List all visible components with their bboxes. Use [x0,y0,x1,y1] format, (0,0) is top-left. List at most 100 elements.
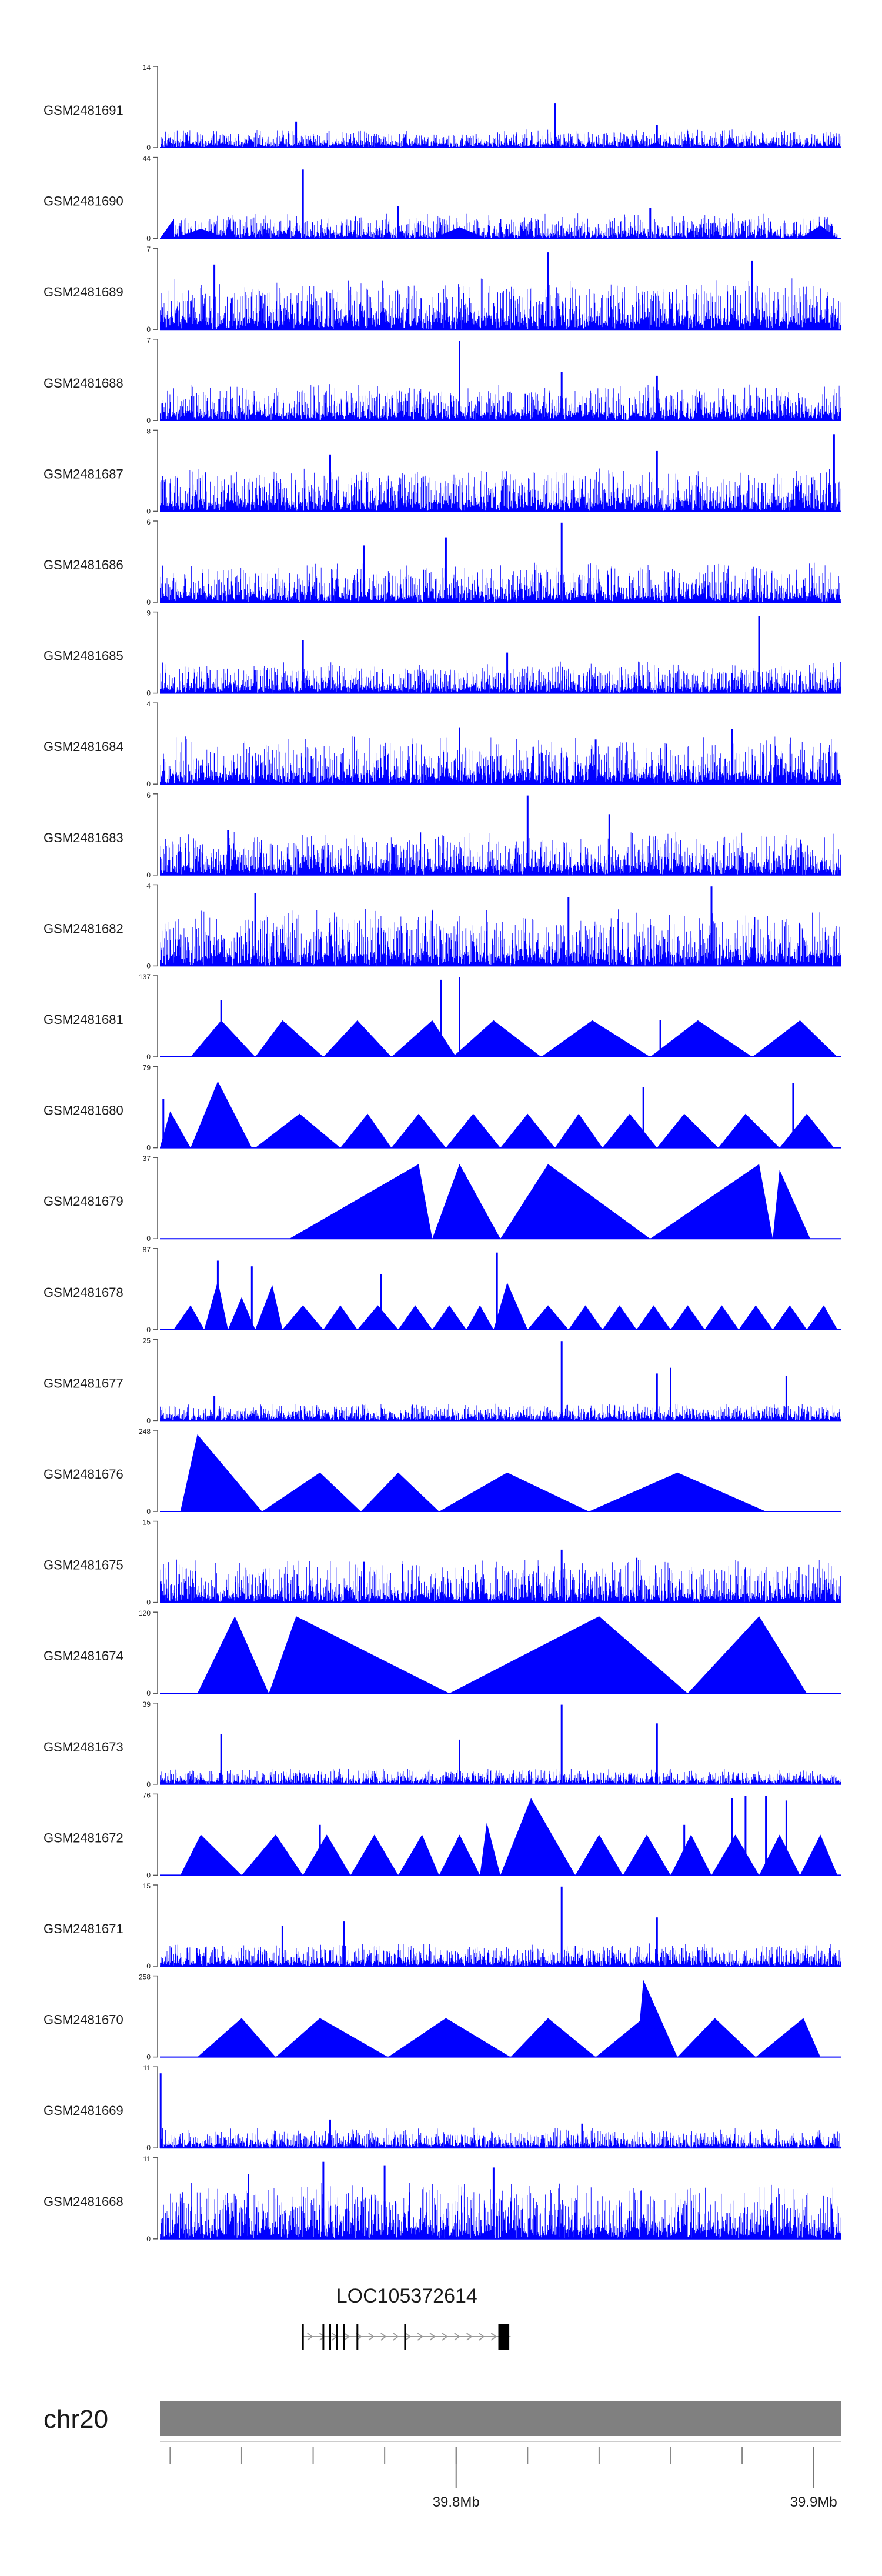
strand-arrow [343,2333,350,2341]
coverage-triangle-5 [439,1834,480,1876]
coverage-triangle-8 [575,1834,623,1876]
y-axis-min-label: 0 [146,1780,151,1788]
peak-5 [785,1800,787,1876]
coverage-triangle-1 [191,1081,252,1148]
track-GSM2481680: GSM2481680 79 0 [44,1064,841,1152]
y-axis-max-label: 39 [143,1700,151,1709]
coverage-triangle-3 [510,2018,596,2057]
peak-0 [547,252,549,330]
track-GSM2481678: GSM2481678 87 0 [44,1246,841,1334]
track-label: GSM2481677 [44,1376,123,1390]
peak-0 [758,616,760,693]
signal-profile [160,832,841,875]
y-axis-min-label: 0 [146,871,151,879]
coverage-triangle-3 [340,1113,392,1148]
peak-1 [560,372,563,421]
y-axis-min-label: 0 [146,1326,151,1334]
peak-0 [159,2073,162,2148]
track-GSM2481689: GSM2481689 7 0 [44,245,841,333]
coverage-triangle-1 [275,2018,388,2057]
track-GSM2481673: GSM2481673 39 0 [44,1700,841,1788]
coverage-triangle-7 [756,2018,821,2057]
strand-arrow [368,2333,375,2341]
peak-2 [363,1561,365,1603]
track-label: GSM2481691 [44,103,123,118]
coverage-triangle-6 [500,1113,555,1148]
peak-2 [506,652,509,693]
peak-0 [322,2161,325,2239]
track-label: GSM2481672 [44,1830,123,1845]
coverage-triangle-9 [466,1305,494,1330]
signal-profile [160,384,841,421]
y-axis-max-label: 4 [146,700,151,708]
coverage-triangle-14 [636,1305,671,1330]
peak-0 [459,727,460,785]
peak-4 [213,1396,216,1421]
peak-2 [459,977,460,1057]
y-axis-max-label: 9 [146,609,151,618]
strand-arrow [442,2333,448,2341]
coverage-triangle-9 [623,1834,671,1876]
coverage-triangle-0 [160,1111,191,1148]
peak-0 [642,1087,644,1148]
track-label: GSM2481678 [44,1285,123,1300]
peak-2 [594,739,597,785]
peak-1 [383,2165,386,2239]
peak-0 [319,1824,321,1876]
peak-1 [792,1083,794,1148]
track-GSM2481676: GSM2481676 248 0 [44,1427,841,1516]
coverage-triangle-11 [527,1305,569,1330]
coverage-triangle-17 [739,1305,773,1330]
y-axis-min-label: 0 [146,1234,151,1243]
coverage-triangle-6 [650,1020,753,1057]
track-label: GSM2481674 [44,1649,123,1663]
track-GSM2481681: GSM2481681 137 0 [44,973,841,1061]
y-axis-max-label: 258 [139,1973,151,1981]
track-GSM2481674: GSM2481674 120 0 [44,1609,841,1697]
track-label: GSM2481689 [44,285,123,299]
y-axis-max-label: 44 [143,155,151,163]
peak-2 [213,264,216,330]
coverage-triangle-3 [687,1616,807,1694]
track-label: GSM2481688 [44,376,123,391]
y-axis-max-label: 11 [143,2064,151,2072]
peak-1 [731,729,733,785]
signal-profile [160,129,841,148]
coverage-triangle-11 [779,1113,834,1148]
track-GSM2481682: GSM2481682 4 0 [44,882,841,970]
y-axis-min-label: 0 [146,962,151,970]
coverage-triangle-3 [350,1834,399,1876]
y-axis-min-label: 0 [146,1871,151,1879]
coverage-triangle-12 [759,1834,800,1876]
coverage-triangle-4 [282,1305,323,1330]
chromosome-label: chr20 [44,2405,108,2434]
coverage-triangle-7 [500,1798,576,1876]
exon-3 [336,2324,338,2350]
peak-1 [329,2119,331,2148]
track-label: GSM2481668 [44,2194,123,2209]
coverage-triangle-4 [589,1472,766,1511]
coverage-triangle-6 [480,1822,500,1876]
coverage-triangle-4 [773,1169,810,1239]
coverage-triangle-9 [657,1113,719,1148]
peak-2 [220,1734,222,1784]
peak-1 [254,893,256,966]
signal-profile [160,661,841,693]
y-axis-min-label: 0 [146,144,151,152]
peak-1 [440,979,442,1057]
coverage-triangle-1 [255,1020,323,1057]
peak-1 [302,640,304,693]
coverage-triangle-19 [807,1305,838,1330]
peak-0 [560,522,563,602]
gene-track: LOC105372614 [302,2285,511,2350]
peak-2 [656,125,658,148]
y-axis-min-label: 0 [146,235,151,243]
coverage-triangle-3 [650,1164,773,1239]
y-axis-min-label: 0 [146,1053,151,1061]
signal-profile [160,1768,841,1784]
signal-profile [160,1943,841,1966]
coverage-triangle-11 [711,1834,760,1876]
track-label: GSM2481683 [44,830,123,845]
peak-2 [581,2123,583,2148]
